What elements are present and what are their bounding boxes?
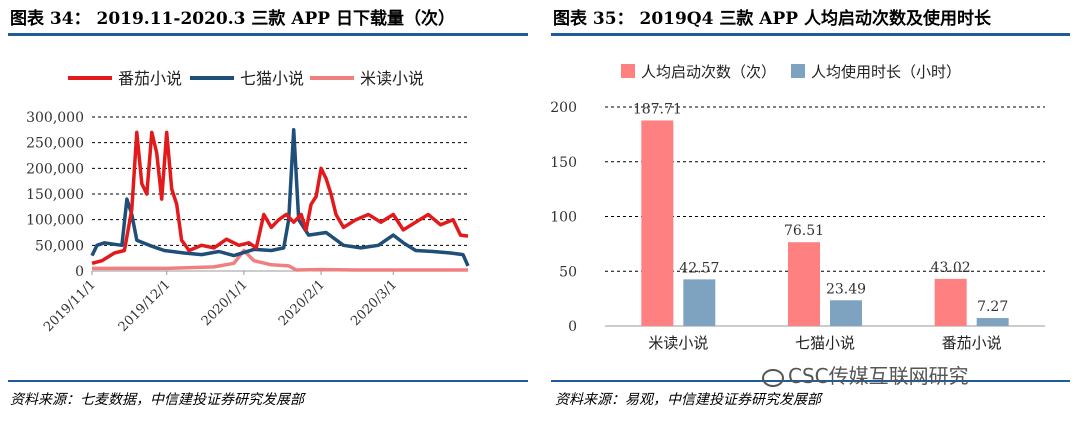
- right-source-note: 资料来源：易观，中信建投证券研究发展部: [555, 392, 821, 408]
- right-chart-title: 图表 35： 2019Q4 三款 APP 人均启动次数及使用时长: [553, 9, 991, 29]
- wechat-icon: [762, 368, 784, 387]
- y-tick-label: 150,000: [26, 187, 84, 203]
- line-chart: 0 50,000 100,000 150,000 200,000 250,000 300,0…: [26, 69, 470, 335]
- bar-chart: 0 50 100 150 200 187.71 42.57 米读小说 76.51 23.49 七猫小…: [550, 63, 1045, 352]
- y-tick-label: 250,000: [26, 136, 84, 152]
- bar: [788, 242, 820, 326]
- x-category-label: 米读小说: [648, 334, 708, 352]
- right-title-rule: [551, 33, 1070, 36]
- x-tick-label: 2019/12/1: [116, 277, 174, 335]
- y-tick-label: 0: [568, 319, 577, 335]
- series-line-0: [91, 130, 469, 265]
- series-line-1: [90, 128, 470, 267]
- left-source-note: 资料来源：七麦数据，中信建投证券研究发展部: [10, 392, 304, 408]
- y-tick-label: 100,000: [26, 213, 84, 229]
- legend-label: 人均启动次数（次）: [641, 63, 776, 81]
- y-tick-label: 100: [550, 210, 577, 226]
- bar-value-label: 187.71: [633, 101, 682, 117]
- bar: [641, 120, 674, 326]
- legend-label: 番茄小说: [118, 69, 182, 88]
- legend-label: 米读小说: [360, 69, 424, 88]
- series-line-2: [92, 248, 468, 272]
- legend-swatch: [621, 64, 635, 78]
- y-tick-label: 200: [550, 100, 577, 116]
- legend-label: 人均使用时长（小时）: [811, 63, 961, 81]
- bar-value-label: 43.02: [931, 260, 971, 276]
- x-tick-label: 2020/3/1: [348, 277, 400, 329]
- watermark: CSC传媒互联网研究: [762, 360, 969, 389]
- legend-label: 七猫小说: [240, 69, 304, 88]
- y-tick-label: 0: [75, 264, 84, 280]
- left-title-rule: [8, 33, 528, 36]
- left-bottom-rule: [8, 380, 528, 382]
- x-tick-label: 2020/1/1: [199, 277, 251, 329]
- bar-value-label: 23.49: [826, 281, 866, 297]
- y-tick-label: 150: [550, 155, 577, 171]
- bar: [830, 300, 862, 326]
- y-tick-label: 50,000: [35, 238, 84, 254]
- bar-value-label: 7.27: [977, 299, 1008, 315]
- bar: [683, 279, 716, 326]
- watermark-text: CSC传媒互联网研究: [788, 364, 969, 388]
- bar: [976, 318, 1009, 326]
- y-tick-label: 50: [559, 264, 577, 280]
- x-tick-label: 2020/2/1: [276, 277, 328, 329]
- y-tick-label: 200,000: [26, 161, 84, 177]
- left-chart-title: 图表 34： 2019.11-2020.3 三款 APP 日下载量（次）: [10, 9, 456, 29]
- x-category-label: 七猫小说: [795, 334, 855, 352]
- bar-value-label: 42.57: [679, 260, 719, 276]
- legend-swatch: [791, 64, 805, 78]
- right-bottom-rule: [551, 380, 1070, 382]
- bar-value-label: 76.51: [784, 223, 824, 239]
- x-category-label: 番茄小说: [942, 334, 1002, 352]
- x-tick-label: 2019/11/1: [41, 277, 99, 335]
- bar: [934, 278, 967, 326]
- y-tick-label: 300,000: [26, 110, 84, 126]
